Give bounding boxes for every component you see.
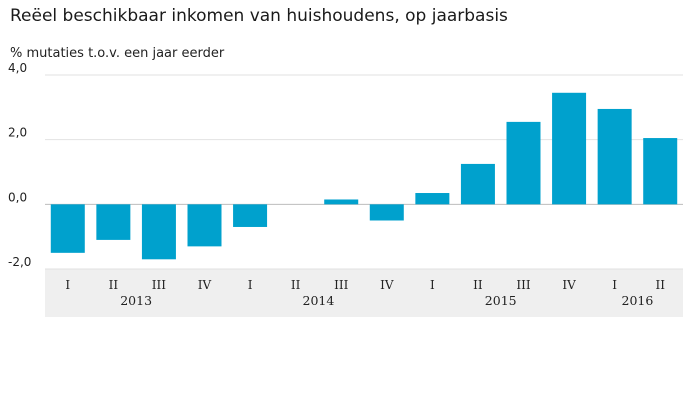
chart-title: Reëel beschikbaar inkomen van huishouden… bbox=[10, 6, 508, 26]
x-tick-label: I bbox=[65, 278, 70, 292]
bar bbox=[369, 204, 404, 221]
y-axis-label: % mutaties t.o.v. een jaar eerder bbox=[10, 46, 225, 61]
year-label: 2014 bbox=[303, 293, 335, 308]
x-axis-band bbox=[45, 269, 683, 317]
x-tick-label: III bbox=[152, 278, 166, 292]
x-tick-label: II bbox=[291, 278, 301, 292]
x-tick-label: II bbox=[473, 278, 483, 292]
bar bbox=[460, 163, 495, 205]
bar bbox=[96, 204, 131, 240]
bar bbox=[233, 204, 268, 227]
bar bbox=[506, 121, 541, 205]
y-tick-label: 4,0 bbox=[8, 61, 27, 75]
x-tick-label: IV bbox=[380, 278, 394, 292]
year-label: 2013 bbox=[120, 293, 152, 308]
x-tick-label: IV bbox=[562, 278, 576, 292]
x-tick-label: III bbox=[516, 278, 530, 292]
bar bbox=[597, 108, 632, 205]
year-label: 2015 bbox=[485, 293, 517, 308]
y-tick-label: 0,0 bbox=[8, 190, 27, 204]
y-tick-label: 2,0 bbox=[8, 126, 27, 140]
bar bbox=[415, 193, 450, 205]
x-tick-label: II bbox=[109, 278, 119, 292]
year-label: 2016 bbox=[622, 293, 654, 308]
x-tick-label: I bbox=[248, 278, 253, 292]
x-tick-label: I bbox=[430, 278, 435, 292]
x-tick-label: IV bbox=[198, 278, 212, 292]
bar bbox=[552, 92, 587, 205]
y-tick-label: -2,0 bbox=[8, 255, 31, 269]
bar bbox=[141, 204, 176, 260]
x-tick-label: III bbox=[334, 278, 348, 292]
x-tick-label: II bbox=[655, 278, 665, 292]
bar bbox=[324, 199, 359, 205]
bar bbox=[643, 138, 678, 205]
bar bbox=[50, 204, 85, 253]
x-tick-label: I bbox=[612, 278, 617, 292]
bar bbox=[187, 204, 222, 247]
